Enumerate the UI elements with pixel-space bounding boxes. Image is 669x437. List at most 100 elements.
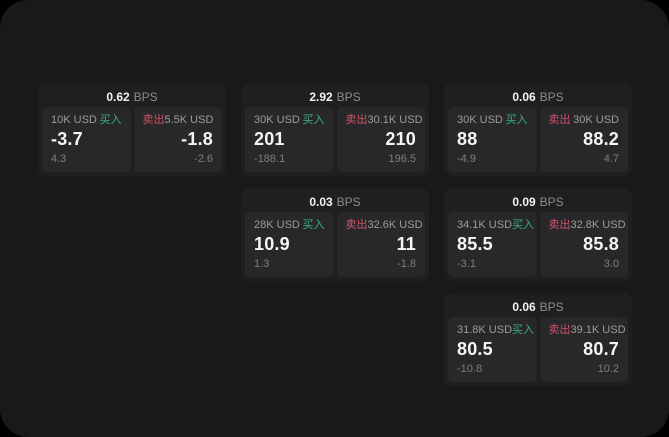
bps-unit-label: BPS — [539, 90, 564, 104]
sell-price: 210 — [385, 129, 416, 149]
sell-label: 卖出 — [345, 219, 368, 231]
buy-panel-top: 34.1K USD 买入 — [457, 218, 534, 232]
card-header: 0.09 BPS — [448, 192, 628, 212]
buy-label: 买入 — [505, 114, 528, 126]
buy-change: -4.9 — [457, 153, 476, 165]
card-header: 2.92 BPS — [245, 87, 425, 107]
buy-change: -188.1 — [254, 153, 286, 165]
buy-price: 88 — [457, 129, 478, 149]
bps-value: 0.06 — [512, 300, 536, 314]
sell-panel[interactable]: 卖出 30.1K USD 210 196.5 — [336, 107, 425, 172]
bps-unit-label: BPS — [133, 90, 158, 104]
sell-panel-top: 卖出 5.5K USD — [143, 113, 214, 127]
sell-change: 4.7 — [603, 153, 619, 165]
sell-panel-top: 卖出 30.1K USD — [345, 113, 423, 127]
sell-price: 80.7 — [583, 339, 619, 359]
sell-label: 卖出 — [345, 114, 368, 126]
quote-card-2: 0.06 BPS 30K USD 买入 88 -4.9 卖出 — [444, 83, 632, 176]
bps-value: 0.62 — [106, 90, 130, 104]
buy-change: 4.3 — [51, 153, 67, 165]
price-panels: 28K USD 买入 10.9 1.3 卖出 32.6K USD 11 -1.8 — [245, 212, 425, 277]
sell-change: -1.8 — [397, 258, 416, 270]
bps-unit-label: BPS — [336, 90, 361, 104]
buy-panel-top: 10K USD 买入 — [51, 113, 122, 127]
buy-price: 10.9 — [254, 234, 290, 254]
buy-price: 80.5 — [457, 339, 493, 359]
buy-label: 买入 — [302, 114, 325, 126]
card-header: 0.03 BPS — [245, 192, 425, 212]
sell-panel-top: 卖出 32.6K USD — [345, 218, 423, 232]
quote-card-4: 0.09 BPS 34.1K USD 买入 85.5 -3.1 卖出 — [444, 188, 632, 281]
sell-panel-top: 卖出 39.1K USD — [548, 323, 626, 337]
buy-amount: 10K USD — [51, 114, 97, 126]
sell-change: 10.2 — [597, 363, 619, 375]
buy-panel-top: 31.8K USD 买入 — [457, 323, 534, 337]
buy-panel-top: 28K USD 买入 — [254, 218, 325, 232]
quote-card-0: 0.62 BPS 10K USD 买入 -3.7 4.3 卖出 — [38, 83, 226, 176]
bps-unit-label: BPS — [539, 195, 564, 209]
quote-card-5: 0.06 BPS 31.8K USD 买入 80.5 -10.8 卖 — [444, 293, 632, 386]
sell-amount: 30K USD — [573, 114, 619, 126]
sell-price: 88.2 — [583, 129, 619, 149]
sell-panel[interactable]: 卖出 5.5K USD -1.8 -2.6 — [133, 107, 222, 172]
bps-value: 0.09 — [512, 195, 536, 209]
buy-label: 买入 — [512, 219, 535, 231]
sell-amount: 30.1K USD — [367, 114, 423, 126]
sell-change: 3.0 — [603, 258, 619, 270]
buy-amount: 28K USD — [254, 219, 300, 231]
buy-label: 买入 — [99, 114, 122, 126]
price-panels: 30K USD 买入 201 -188.1 卖出 30.1K USD 210 1… — [245, 107, 425, 172]
sell-panel-top: 卖出 30K USD — [549, 113, 620, 127]
price-panels: 30K USD 买入 88 -4.9 卖出 30K USD 88.2 4.7 — [448, 107, 628, 172]
sell-amount: 5.5K USD — [164, 114, 214, 126]
sell-amount: 32.6K USD — [367, 219, 423, 231]
quote-grid: 0.62 BPS 10K USD 买入 -3.7 4.3 卖出 — [38, 83, 632, 386]
buy-label: 买入 — [302, 219, 325, 231]
buy-panel[interactable]: 31.8K USD 买入 80.5 -10.8 — [448, 317, 537, 382]
sell-panel[interactable]: 卖出 32.6K USD 11 -1.8 — [336, 212, 425, 277]
sell-panel[interactable]: 卖出 30K USD 88.2 4.7 — [539, 107, 628, 172]
quote-card-3: 0.03 BPS 28K USD 买入 10.9 1.3 卖出 — [241, 188, 429, 281]
sell-label: 卖出 — [548, 324, 571, 336]
buy-panel-top: 30K USD 买入 — [254, 113, 325, 127]
price-panels: 34.1K USD 买入 85.5 -3.1 卖出 32.8K USD 85.8… — [448, 212, 628, 277]
buy-panel[interactable]: 34.1K USD 买入 85.5 -3.1 — [448, 212, 537, 277]
buy-amount: 30K USD — [254, 114, 300, 126]
bps-unit-label: BPS — [539, 300, 564, 314]
sell-panel[interactable]: 卖出 39.1K USD 80.7 10.2 — [539, 317, 628, 382]
sell-label: 卖出 — [548, 114, 571, 126]
sell-amount: 39.1K USD — [570, 324, 626, 336]
buy-amount: 30K USD — [457, 114, 503, 126]
sell-change: 196.5 — [388, 153, 416, 165]
buy-price: -3.7 — [51, 129, 83, 149]
sell-price: 11 — [396, 234, 416, 254]
buy-panel[interactable]: 10K USD 买入 -3.7 4.3 — [42, 107, 131, 172]
buy-panel[interactable]: 28K USD 买入 10.9 1.3 — [245, 212, 334, 277]
bps-value: 0.06 — [512, 90, 536, 104]
price-panels: 10K USD 买入 -3.7 4.3 卖出 5.5K USD -1.8 -2.… — [42, 107, 222, 172]
buy-amount: 31.8K USD — [457, 324, 513, 336]
sell-label: 卖出 — [142, 114, 165, 126]
buy-change: -3.1 — [457, 258, 476, 270]
sell-price: 85.8 — [583, 234, 619, 254]
buy-panel[interactable]: 30K USD 买入 88 -4.9 — [448, 107, 537, 172]
buy-panel[interactable]: 30K USD 买入 201 -188.1 — [245, 107, 334, 172]
buy-amount: 34.1K USD — [457, 219, 513, 231]
bps-value: 2.92 — [309, 90, 333, 104]
bps-value: 0.03 — [309, 195, 333, 209]
sell-price: -1.8 — [181, 129, 213, 149]
buy-panel-top: 30K USD 买入 — [457, 113, 528, 127]
card-header: 0.06 BPS — [448, 87, 628, 107]
buy-change: 1.3 — [254, 258, 270, 270]
card-header: 0.62 BPS — [42, 87, 222, 107]
sell-amount: 32.8K USD — [570, 219, 626, 231]
buy-price: 85.5 — [457, 234, 493, 254]
card-header: 0.06 BPS — [448, 297, 628, 317]
buy-label: 买入 — [512, 324, 535, 336]
quote-card-1: 2.92 BPS 30K USD 买入 201 -188.1 卖出 — [241, 83, 429, 176]
sell-panel[interactable]: 卖出 32.8K USD 85.8 3.0 — [539, 212, 628, 277]
bps-unit-label: BPS — [336, 195, 361, 209]
sell-panel-top: 卖出 32.8K USD — [549, 218, 626, 232]
